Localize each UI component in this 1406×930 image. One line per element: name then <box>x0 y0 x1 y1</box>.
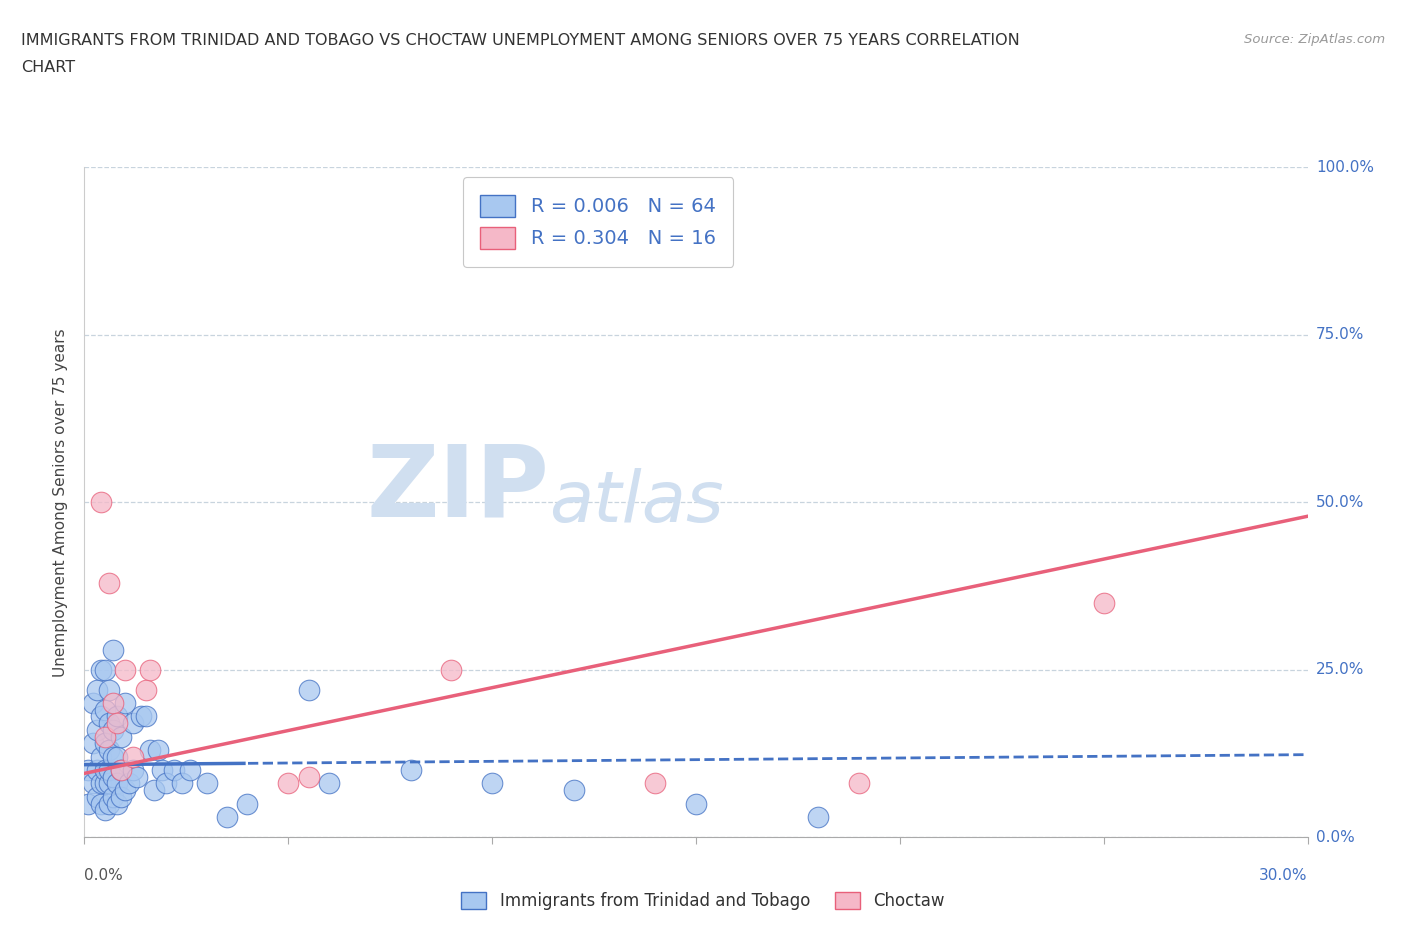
Point <box>97 763 120 777</box>
Point <box>93 702 115 717</box>
Point <box>93 729 115 744</box>
Point <box>86 790 108 804</box>
Point <box>97 683 120 698</box>
Point <box>110 790 132 804</box>
Point <box>150 763 173 777</box>
Point <box>101 642 124 657</box>
Text: IMMIGRANTS FROM TRINIDAD AND TOBAGO VS CHOCTAW UNEMPLOYMENT AMONG SENIORS OVER 7: IMMIGRANTS FROM TRINIDAD AND TOBAGO VS C… <box>21 33 1019 47</box>
Text: 25.0%: 25.0% <box>1316 662 1364 677</box>
Point <box>105 709 128 724</box>
Point <box>101 769 124 784</box>
Point <box>90 495 112 510</box>
Point <box>82 696 104 711</box>
Point <box>236 796 259 811</box>
Point <box>163 763 186 777</box>
Text: 50.0%: 50.0% <box>1316 495 1364 510</box>
Text: 75.0%: 75.0% <box>1316 327 1364 342</box>
Point <box>122 750 145 764</box>
Point <box>105 750 128 764</box>
Point <box>114 783 136 798</box>
Text: ZIP: ZIP <box>367 440 550 538</box>
Point <box>179 763 201 777</box>
Text: 30.0%: 30.0% <box>1260 868 1308 883</box>
Point <box>142 783 165 798</box>
Point <box>318 776 340 790</box>
Point <box>110 729 132 744</box>
Point <box>644 776 666 790</box>
Point <box>114 696 136 711</box>
Point <box>195 776 218 790</box>
Point <box>138 742 160 757</box>
Point <box>131 709 153 724</box>
Point <box>86 723 108 737</box>
Point <box>135 683 157 698</box>
Point <box>86 683 108 698</box>
Point <box>93 776 115 790</box>
Point <box>101 750 124 764</box>
Point <box>93 763 115 777</box>
Point <box>172 776 194 790</box>
Point <box>93 736 115 751</box>
Point <box>481 776 503 790</box>
Point <box>127 769 149 784</box>
Point <box>101 723 124 737</box>
Point <box>77 796 100 811</box>
Point <box>101 696 124 711</box>
Y-axis label: Unemployment Among Seniors over 75 years: Unemployment Among Seniors over 75 years <box>53 328 69 676</box>
Point <box>217 809 239 824</box>
Point <box>399 763 422 777</box>
Point <box>77 763 100 777</box>
Point <box>86 763 108 777</box>
Point <box>110 763 132 777</box>
Text: 100.0%: 100.0% <box>1316 160 1374 175</box>
Point <box>97 716 120 731</box>
Point <box>277 776 299 790</box>
Point <box>118 776 141 790</box>
Point <box>105 776 128 790</box>
Point <box>90 750 112 764</box>
Legend: Immigrants from Trinidad and Tobago, Choctaw: Immigrants from Trinidad and Tobago, Cho… <box>454 885 952 917</box>
Point <box>298 683 321 698</box>
Point <box>93 803 115 817</box>
Point <box>1092 595 1115 610</box>
Point <box>105 716 128 731</box>
Point <box>97 742 120 757</box>
Point <box>97 575 120 590</box>
Point <box>97 796 120 811</box>
Point <box>97 776 120 790</box>
Text: 0.0%: 0.0% <box>84 868 124 883</box>
Text: 0.0%: 0.0% <box>1316 830 1354 844</box>
Point <box>114 662 136 677</box>
Point <box>138 662 160 677</box>
Point <box>685 796 707 811</box>
Point <box>105 796 128 811</box>
Text: CHART: CHART <box>21 60 75 75</box>
Point <box>82 776 104 790</box>
Point <box>440 662 463 677</box>
Point <box>90 796 112 811</box>
Point <box>90 776 112 790</box>
Point <box>101 790 124 804</box>
Point <box>135 709 157 724</box>
Point <box>122 716 145 731</box>
Point <box>90 709 112 724</box>
Point <box>807 809 830 824</box>
Point <box>562 783 585 798</box>
Text: Source: ZipAtlas.com: Source: ZipAtlas.com <box>1244 33 1385 46</box>
Point <box>848 776 870 790</box>
Point <box>90 662 112 677</box>
Point <box>298 769 321 784</box>
Text: atlas: atlas <box>550 468 724 537</box>
Point <box>82 736 104 751</box>
Point <box>146 742 169 757</box>
Point <box>93 662 115 677</box>
Point <box>122 763 145 777</box>
Point <box>155 776 177 790</box>
Legend: R = 0.006   N = 64, R = 0.304   N = 16: R = 0.006 N = 64, R = 0.304 N = 16 <box>463 177 734 267</box>
Point <box>110 763 132 777</box>
